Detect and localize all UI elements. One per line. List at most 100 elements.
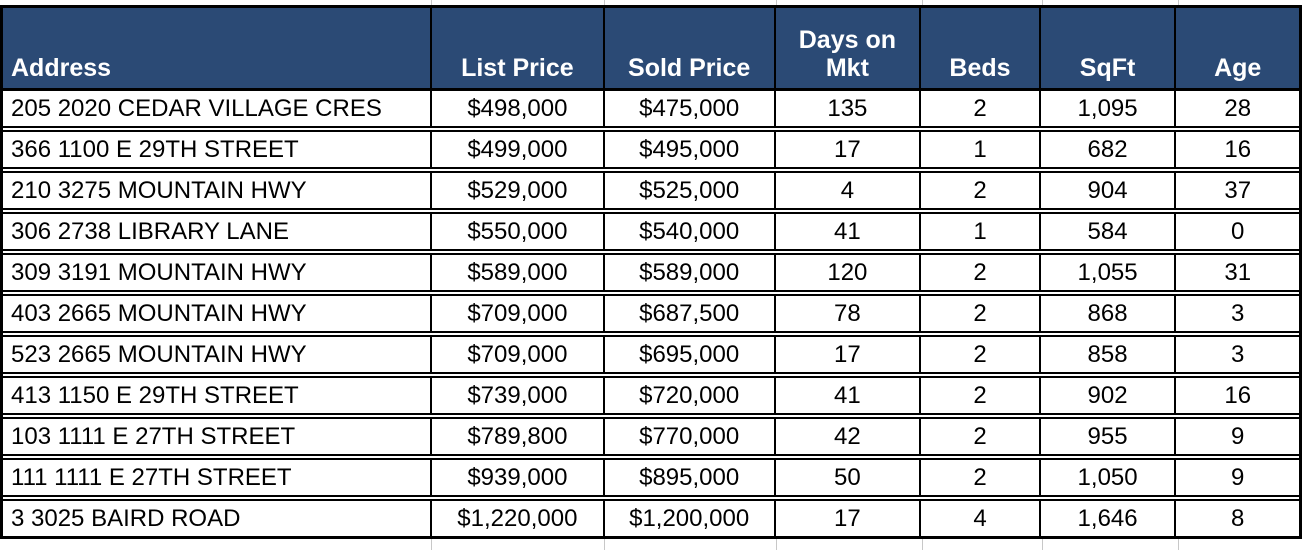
cell-days-on-mkt[interactable]: 41 <box>773 211 921 255</box>
column-header-list-price[interactable]: List Price <box>429 8 604 91</box>
cell-address[interactable]: 523 2665 MOUNTAIN HWY <box>3 334 431 378</box>
cell-beds[interactable]: 1 <box>919 211 1040 255</box>
cell-beds[interactable]: 2 <box>919 375 1040 419</box>
cell-sqft[interactable]: 1,050 <box>1038 457 1176 501</box>
column-header-beds[interactable]: Beds <box>919 8 1040 91</box>
cell-days-on-mkt[interactable]: 120 <box>773 252 921 296</box>
cell-sqft[interactable]: 584 <box>1038 211 1176 255</box>
cell-age[interactable]: 8 <box>1174 498 1299 536</box>
cell-sqft[interactable]: 868 <box>1038 293 1176 337</box>
cell-address[interactable]: 205 2020 CEDAR VILLAGE CRES <box>3 89 431 132</box>
cell-sold-price[interactable]: $1,200,000 <box>602 498 775 536</box>
cell-address[interactable]: 309 3191 MOUNTAIN HWY <box>3 252 431 296</box>
cell-age[interactable]: 37 <box>1174 170 1299 214</box>
cell-sold-price[interactable]: $687,500 <box>602 293 775 337</box>
cell-list-price[interactable]: $589,000 <box>429 252 604 296</box>
cell-age[interactable]: 16 <box>1174 375 1299 419</box>
cell-days-on-mkt[interactable]: 4 <box>773 170 921 214</box>
gridline <box>922 539 923 550</box>
gridline <box>431 0 432 5</box>
table-row: 306 2738 LIBRARY LANE $550,000 $540,000 41 1… <box>3 211 1299 255</box>
cell-days-on-mkt[interactable]: 17 <box>773 498 921 536</box>
column-header-sqft[interactable]: SqFt <box>1038 8 1176 91</box>
cell-sqft[interactable]: 1,095 <box>1038 89 1176 132</box>
cell-sold-price[interactable]: $495,000 <box>602 129 775 173</box>
cell-days-on-mkt[interactable]: 17 <box>773 129 921 173</box>
gridline <box>922 0 923 5</box>
cell-sold-price[interactable]: $475,000 <box>602 89 775 132</box>
cell-beds[interactable]: 2 <box>919 252 1040 296</box>
cell-days-on-mkt[interactable]: 42 <box>773 416 921 460</box>
cell-list-price[interactable]: $789,800 <box>429 416 604 460</box>
cell-sold-price[interactable]: $770,000 <box>602 416 775 460</box>
cell-address[interactable]: 403 2665 MOUNTAIN HWY <box>3 293 431 337</box>
cell-sold-price[interactable]: $540,000 <box>602 211 775 255</box>
column-header-days-on-mkt[interactable]: Days on Mkt <box>773 8 921 91</box>
cell-sqft[interactable]: 682 <box>1038 129 1176 173</box>
cell-age[interactable]: 3 <box>1174 334 1299 378</box>
cell-list-price[interactable]: $709,000 <box>429 334 604 378</box>
cell-list-price[interactable]: $709,000 <box>429 293 604 337</box>
cell-sold-price[interactable]: $695,000 <box>602 334 775 378</box>
cell-age[interactable]: 3 <box>1174 293 1299 337</box>
cell-days-on-mkt[interactable]: 41 <box>773 375 921 419</box>
cell-beds[interactable]: 2 <box>919 293 1040 337</box>
cell-beds[interactable]: 2 <box>919 334 1040 378</box>
gridline <box>776 539 777 550</box>
cell-beds[interactable]: 2 <box>919 457 1040 501</box>
cell-sqft[interactable]: 955 <box>1038 416 1176 460</box>
cell-list-price[interactable]: $939,000 <box>429 457 604 501</box>
cell-beds[interactable]: 2 <box>919 170 1040 214</box>
cell-days-on-mkt[interactable]: 135 <box>773 89 921 132</box>
cell-age[interactable]: 9 <box>1174 416 1299 460</box>
cell-age[interactable]: 0 <box>1174 211 1299 255</box>
cell-sqft[interactable]: 858 <box>1038 334 1176 378</box>
comps-table: Address List Price Sold Price Days on Mk… <box>3 8 1299 536</box>
column-header-address[interactable]: Address <box>3 8 431 91</box>
cell-days-on-mkt[interactable]: 17 <box>773 334 921 378</box>
cell-sold-price[interactable]: $589,000 <box>602 252 775 296</box>
cell-address[interactable]: 111 1111 E 27TH STREET <box>3 457 431 501</box>
cell-address[interactable]: 103 1111 E 27TH STREET <box>3 416 431 460</box>
table-row: 523 2665 MOUNTAIN HWY $709,000 $695,000 17 2… <box>3 334 1299 378</box>
cell-sold-price[interactable]: $720,000 <box>602 375 775 419</box>
cell-list-price[interactable]: $498,000 <box>429 89 604 132</box>
cell-list-price[interactable]: $739,000 <box>429 375 604 419</box>
column-header-sold-price[interactable]: Sold Price <box>602 8 775 91</box>
cell-address[interactable]: 210 3275 MOUNTAIN HWY <box>3 170 431 214</box>
cell-sqft[interactable]: 904 <box>1038 170 1176 214</box>
cell-beds[interactable]: 1 <box>919 129 1040 173</box>
cell-sold-price[interactable]: $895,000 <box>602 457 775 501</box>
table-row: 210 3275 MOUNTAIN HWY $529,000 $525,000 4 2 9… <box>3 170 1299 214</box>
comps-table-border: Address List Price Sold Price Days on Mk… <box>0 5 1302 539</box>
table-row: 103 1111 E 27TH STREET $789,800 $770,000 42… <box>3 416 1299 460</box>
cell-beds[interactable]: 4 <box>919 498 1040 536</box>
table-row: 366 1100 E 29TH STREET $499,000 $495,000 17… <box>3 129 1299 173</box>
table-row: 413 1150 E 29TH STREET $739,000 $720,000 41… <box>3 375 1299 419</box>
cell-age[interactable]: 9 <box>1174 457 1299 501</box>
cell-sold-price[interactable]: $525,000 <box>602 170 775 214</box>
cell-days-on-mkt[interactable]: 50 <box>773 457 921 501</box>
cell-list-price[interactable]: $529,000 <box>429 170 604 214</box>
cell-age[interactable]: 28 <box>1174 89 1299 132</box>
cell-beds[interactable]: 2 <box>919 89 1040 132</box>
cell-address[interactable]: 306 2738 LIBRARY LANE <box>3 211 431 255</box>
cell-sqft[interactable]: 902 <box>1038 375 1176 419</box>
cell-list-price[interactable]: $1,220,000 <box>429 498 604 536</box>
cell-list-price[interactable]: $550,000 <box>429 211 604 255</box>
cell-address[interactable]: 3 3025 BAIRD ROAD <box>11 504 241 532</box>
cell-days-on-mkt[interactable]: 78 <box>773 293 921 337</box>
cell-beds[interactable]: 2 <box>919 416 1040 460</box>
cell-address[interactable]: 413 1150 E 29TH STREET <box>3 375 431 419</box>
cell-sqft[interactable]: 1,055 <box>1038 252 1176 296</box>
sheet-gridlines-bottom <box>0 539 1308 550</box>
gridline <box>431 539 432 550</box>
cell-sqft[interactable]: 1,646 <box>1038 498 1176 536</box>
cell-age[interactable]: 31 <box>1174 252 1299 296</box>
cell-address[interactable]: 366 1100 E 29TH STREET <box>3 129 431 173</box>
table-row: 111 1111 E 27TH STREET $939,000 $895,000 50… <box>3 457 1299 501</box>
cell-list-price[interactable]: $499,000 <box>429 129 604 173</box>
column-header-age[interactable]: Age <box>1174 8 1299 91</box>
cell-age[interactable]: 16 <box>1174 129 1299 173</box>
